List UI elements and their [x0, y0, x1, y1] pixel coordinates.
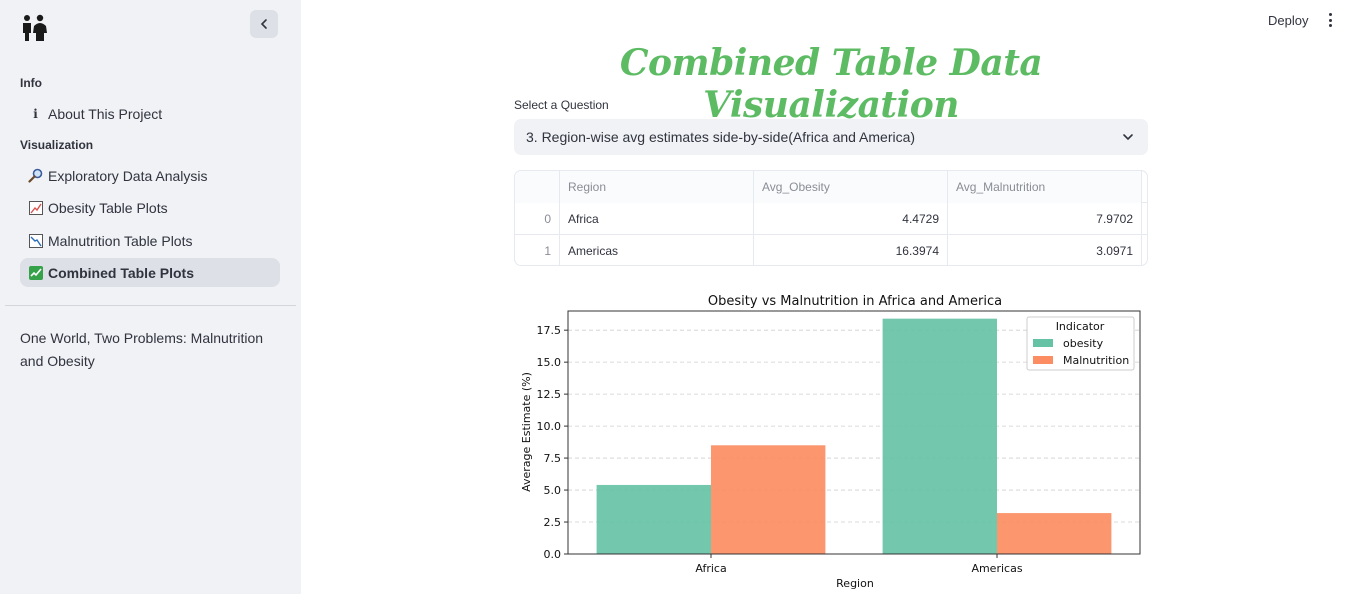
- bar-chart: Obesity vs Malnutrition in Africa and Am…: [520, 294, 1141, 590]
- table-header-row: Region Avg_Obesity Avg_Malnutrition: [515, 171, 1147, 203]
- sidebar-item-label: Combined Table Plots: [48, 264, 194, 281]
- table-cell[interactable]: Africa: [560, 203, 754, 235]
- sidebar-item-combined-plots[interactable]: Combined Table Plots: [20, 258, 280, 287]
- bar-malnutrition-americas: [997, 513, 1112, 554]
- y-tick-label: 17.5: [537, 324, 562, 337]
- sidebar-item-label: Obesity Table Plots: [48, 199, 168, 216]
- sidebar-item-about[interactable]: i About This Project: [20, 99, 280, 128]
- nav-section-visualization: Visualization: [20, 138, 94, 152]
- chart-check-icon: [28, 265, 43, 280]
- deploy-button[interactable]: Deploy: [1268, 13, 1309, 28]
- select-value: 3. Region-wise avg estimates side-by-sid…: [526, 129, 916, 145]
- sidebar-item-obesity-plots[interactable]: Obesity Table Plots: [20, 193, 280, 222]
- y-tick-label: 10.0: [537, 420, 562, 433]
- chevron-left-icon: [260, 19, 267, 29]
- x-tick-label: Africa: [695, 562, 726, 575]
- legend-swatch: [1033, 339, 1053, 347]
- table-cell[interactable]: Americas: [560, 235, 754, 265]
- page-title: Combined Table Data Visualization: [619, 42, 1043, 126]
- chart-title: Obesity vs Malnutrition in Africa and Am…: [708, 294, 1002, 309]
- table-cell[interactable]: 16.3974: [754, 235, 948, 265]
- info-icon: i: [33, 106, 38, 121]
- sidebar-divider: [5, 305, 296, 306]
- column-header[interactable]: Avg_Malnutrition: [948, 171, 1142, 203]
- legend-label: Malnutrition: [1063, 354, 1129, 367]
- chart-down-icon: [28, 233, 43, 248]
- sidebar: Info i About This Project Visualization …: [0, 0, 301, 594]
- y-tick-label: 15.0: [537, 356, 562, 369]
- column-header[interactable]: Avg_Obesity: [754, 171, 948, 203]
- sidebar-item-label: Exploratory Data Analysis: [48, 167, 208, 184]
- table-cell[interactable]: 7.9702: [948, 203, 1142, 235]
- nav-section-info: Info: [20, 76, 42, 90]
- y-axis-label: Average Estimate (%): [520, 372, 533, 492]
- row-index: 1: [515, 235, 560, 265]
- legend-swatch: [1033, 356, 1053, 364]
- legend-title: Indicator: [1056, 320, 1105, 333]
- chart-legend: Indicator obesity Malnutrition: [1026, 316, 1135, 371]
- y-tick-label: 12.5: [537, 388, 562, 401]
- y-tick-label: 2.5: [544, 516, 562, 529]
- sidebar-item-label: About This Project: [48, 105, 163, 122]
- plot-frame: [567, 310, 1141, 555]
- select-label: Select a Question: [514, 98, 609, 112]
- x-tick-label: Americas: [971, 562, 1022, 575]
- collapse-sidebar-button[interactable]: [250, 10, 278, 38]
- table-cell[interactable]: 3.0971: [948, 235, 1142, 265]
- table-cell[interactable]: 4.4729: [754, 203, 948, 235]
- people-icon: [20, 14, 50, 42]
- x-axis-label: Region: [836, 577, 874, 590]
- table-row[interactable]: 0 Africa 4.4729 7.9702: [515, 203, 1147, 235]
- bar-obesity-africa: [596, 484, 711, 554]
- legend-label: obesity: [1063, 337, 1104, 350]
- kebab-menu-icon[interactable]: [1322, 12, 1338, 28]
- sidebar-item-label: Malnutrition Table Plots: [48, 232, 193, 249]
- chevron-down-icon: [1123, 134, 1133, 141]
- magnifier-icon: [28, 168, 43, 183]
- sidebar-item-eda[interactable]: Exploratory Data Analysis: [20, 161, 280, 190]
- table-row[interactable]: 1 Americas 16.3974 3.0971: [515, 235, 1147, 265]
- row-index: 0: [515, 203, 560, 235]
- bar-malnutrition-africa: [711, 445, 826, 554]
- column-header[interactable]: Region: [560, 171, 754, 203]
- sidebar-note: One World, Two Problems: Malnutrition an…: [20, 330, 264, 369]
- bar-obesity-americas: [882, 318, 997, 554]
- question-select[interactable]: 3. Region-wise avg estimates side-by-sid…: [514, 119, 1148, 155]
- y-tick-label: 0.0: [544, 548, 562, 561]
- y-tick-label: 5.0: [544, 484, 562, 497]
- chart-up-icon: [28, 200, 43, 215]
- index-header: [515, 171, 560, 203]
- data-table[interactable]: Region Avg_Obesity Avg_Malnutrition 0 Af…: [514, 170, 1148, 266]
- sidebar-item-malnutrition-plots[interactable]: Malnutrition Table Plots: [20, 226, 280, 255]
- y-tick-label: 7.5: [544, 452, 562, 465]
